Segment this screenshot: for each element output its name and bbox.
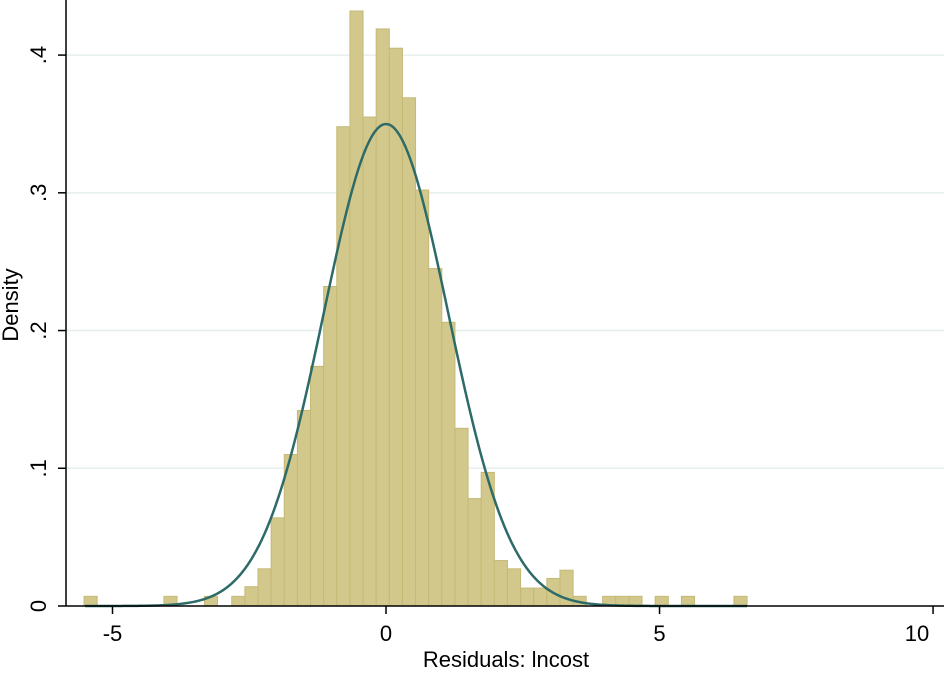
histogram-bar	[680, 595, 696, 607]
histogram-bar	[454, 427, 469, 607]
histogram-bar	[362, 116, 377, 607]
histogram-bar	[231, 595, 246, 607]
y-tick-label: .4	[26, 46, 51, 64]
histogram-bar	[520, 587, 535, 607]
x-tick-labels: -5 0 5 10	[103, 621, 930, 646]
histogram-bar	[533, 587, 548, 607]
y-tick-label: 0	[26, 600, 51, 612]
y-tick-label: .3	[26, 184, 51, 202]
axes	[58, 0, 944, 614]
histogram-bar	[467, 498, 482, 607]
x-tick-label: -5	[103, 621, 123, 646]
x-axis-title: Residuals: lncost	[423, 647, 589, 670]
histogram-bar	[336, 126, 351, 607]
histogram-bar	[415, 189, 430, 607]
histogram-bar	[441, 321, 456, 607]
histogram-bar	[244, 586, 259, 607]
histogram-bar	[83, 595, 98, 607]
histogram-bar	[283, 454, 298, 607]
x-tick-label: 0	[380, 621, 392, 646]
y-axis-title: Density	[0, 268, 23, 341]
histogram-bars	[83, 10, 748, 607]
histogram-bar	[310, 365, 325, 607]
histogram-bar	[428, 268, 443, 607]
histogram-bar	[493, 560, 508, 607]
histogram-bar	[506, 568, 522, 607]
x-tick-label: 10	[905, 621, 929, 646]
y-tick-label: .2	[26, 321, 51, 339]
y-tick-labels: 0 .1 .2 .3 .4	[26, 46, 51, 612]
histogram-bar	[323, 285, 338, 607]
histogram-bar	[270, 517, 285, 607]
gridlines	[66, 54, 944, 470]
y-tick-label: .1	[26, 459, 51, 477]
histogram-bar	[654, 595, 669, 607]
histogram-bar	[733, 595, 748, 607]
histogram-bar	[375, 28, 390, 607]
histogram-bar	[401, 97, 417, 607]
histogram-bar	[257, 568, 272, 607]
histogram-bar	[296, 409, 312, 607]
histogram-bar	[349, 10, 364, 607]
x-tick-label: 5	[653, 621, 665, 646]
